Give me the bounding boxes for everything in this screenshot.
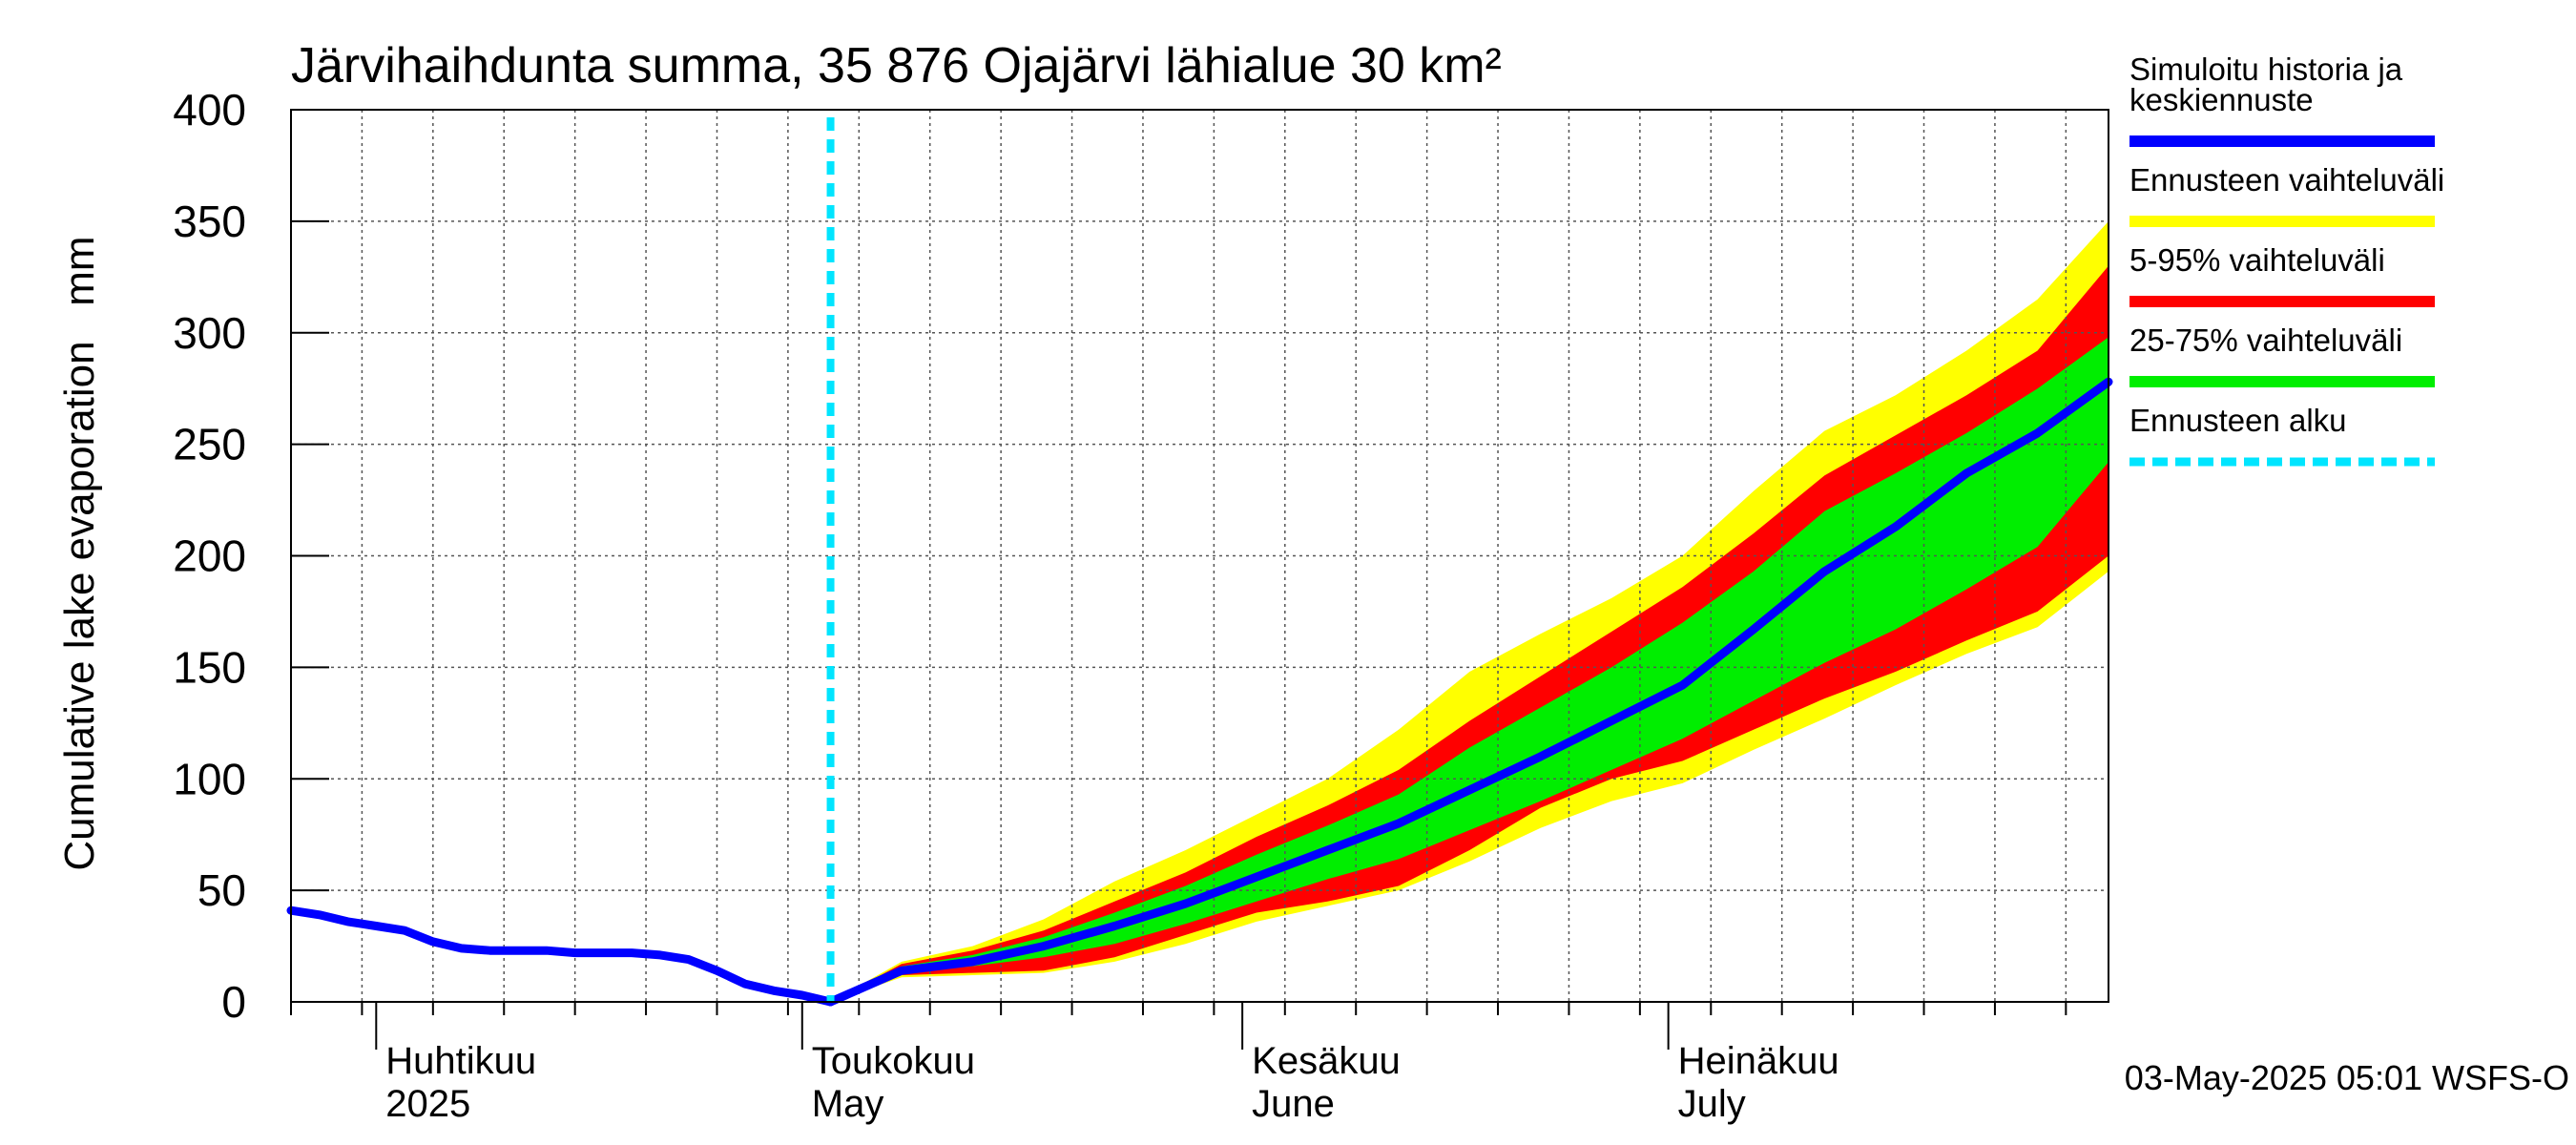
median-forecast-line xyxy=(826,377,2113,1007)
legend-label: 25-75% vaihteluväli xyxy=(2129,323,2402,358)
footer-timestamp: 03-May-2025 05:01 WSFS-O xyxy=(2125,1058,2569,1097)
x-month-label-fi: Toukokuu xyxy=(812,1040,975,1082)
x-month-label-fi: Kesäkuu xyxy=(1252,1040,1401,1082)
x-month-label-fi: Huhtikuu xyxy=(385,1040,536,1082)
y-tick-label: 200 xyxy=(173,531,246,581)
y-tick-label: 300 xyxy=(173,308,246,358)
y-axis-label: Cumulative lake evaporation mm xyxy=(56,236,103,870)
chart-title: Järvihaihdunta summa, 35 876 Ojajärvi lä… xyxy=(291,38,1502,94)
y-tick-label: 350 xyxy=(173,197,246,246)
legend-label: Ennusteen vaihteluväli xyxy=(2129,162,2444,198)
history-line xyxy=(286,906,835,1007)
legend-label: Simuloitu historia ja xyxy=(2129,52,2403,87)
y-tick-label: 150 xyxy=(173,642,246,692)
y-tick-label: 250 xyxy=(173,420,246,469)
x-month-label-en: May xyxy=(812,1083,884,1125)
x-month-label-en: 2025 xyxy=(385,1083,470,1125)
x-month-label-en: July xyxy=(1678,1083,1746,1125)
x-month-label-fi: Heinäkuu xyxy=(1678,1040,1839,1082)
y-tick-label: 50 xyxy=(197,865,246,915)
x-month-label-en: June xyxy=(1252,1083,1335,1125)
legend-label: keskiennuste xyxy=(2129,82,2314,117)
legend-label: Ennusteen alku xyxy=(2129,403,2347,438)
y-tick-label: 100 xyxy=(173,754,246,803)
y-tick-label: 400 xyxy=(173,85,246,135)
legend-label: 5-95% vaihteluväli xyxy=(2129,242,2385,278)
y-tick-label: 0 xyxy=(221,977,246,1027)
